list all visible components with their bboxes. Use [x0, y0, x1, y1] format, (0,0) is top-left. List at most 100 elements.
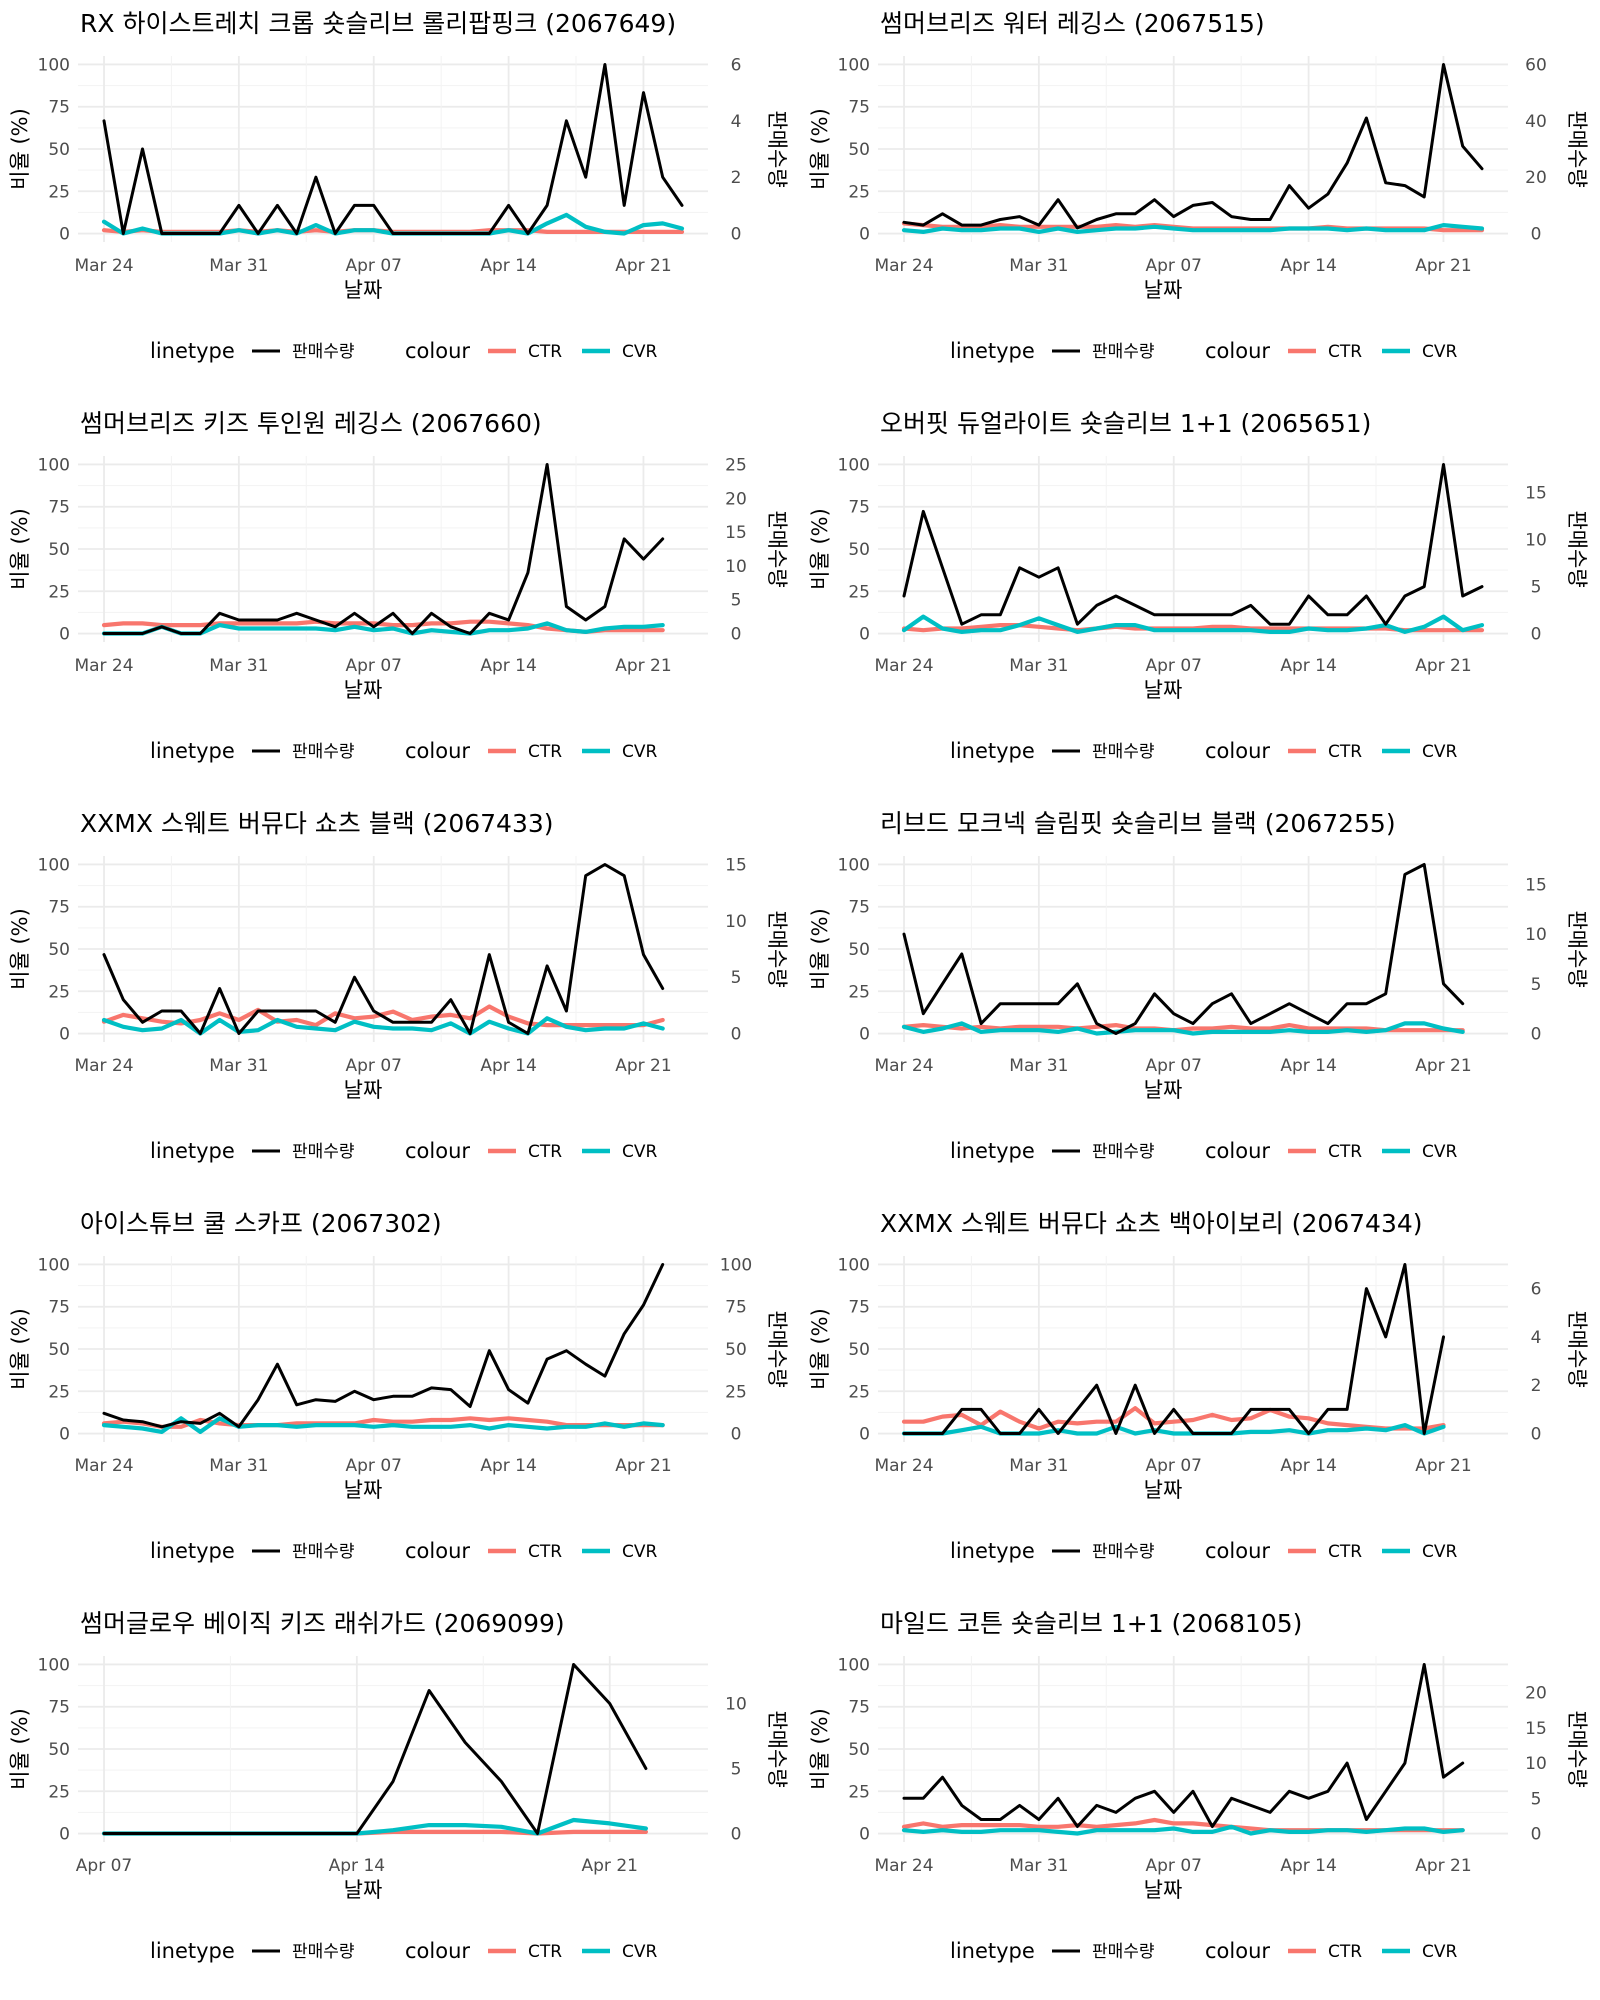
- x-tick-label: Mar 24: [874, 1856, 933, 1876]
- legend-colour-title: colour: [1205, 1539, 1270, 1563]
- y2-tick-label: 5: [1531, 578, 1542, 598]
- y2-tick-label: 20: [1525, 168, 1547, 188]
- x-tick-label: Mar 24: [74, 1056, 133, 1076]
- chart-panel: 오버핏 듀얼라이트 숏슬리브 1+1 (2065651) 0 25 50 75 100 0 5…: [800, 400, 1600, 800]
- legend-colour-title: colour: [405, 1539, 470, 1563]
- legend-linetype-title: linetype: [950, 1539, 1035, 1563]
- chart-svg: 썸머브리즈 워터 레깅스 (2067515) 0 25 50 75 100 0 20 40 60 M…: [808, 9, 1589, 363]
- x-tick-label: Apr 07: [346, 1456, 402, 1476]
- y2-tick-label: 0: [1531, 1825, 1542, 1845]
- legend: linetype 판매수량 colour CTR CVR: [150, 739, 657, 763]
- y-tick-label: 50: [48, 540, 70, 560]
- x-tick-label: Apr 14: [480, 1456, 536, 1476]
- y-tick-label: 50: [48, 140, 70, 160]
- chart-panel: RX 하이스트레치 크롭 숏슬리브 롤리팝핑크 (2067649) 0 25 50 75…: [0, 0, 800, 400]
- chart-panel: 썸머브리즈 키즈 투인원 레깅스 (2067660) 0 25 50 75 100 0 5 10…: [0, 400, 800, 800]
- chart-title: 마일드 코튼 숏슬리브 1+1 (2068105): [880, 1609, 1302, 1638]
- y2-axis-title: 판매수량: [1565, 910, 1589, 987]
- y-axis-title: 비율 (%): [808, 508, 832, 590]
- x-tick-label: Mar 31: [1009, 256, 1068, 276]
- y2-tick-label: 10: [725, 557, 747, 577]
- legend-colour-title: colour: [1205, 1139, 1270, 1163]
- legend-cvr-label: CVR: [622, 342, 657, 362]
- x-axis-title: 날짜: [1144, 278, 1183, 302]
- x-tick-label: Apr 14: [480, 656, 536, 676]
- x-tick-label: Apr 21: [615, 256, 671, 276]
- y2-tick-label: 5: [731, 591, 742, 611]
- x-tick-label: Apr 14: [1280, 1856, 1336, 1876]
- legend-colour-title: colour: [405, 739, 470, 763]
- x-axis-title: 날짜: [344, 1878, 383, 1902]
- sales-quantity-line: [902, 463, 1484, 626]
- sales-quantity-line: [102, 463, 665, 635]
- y2-tick-label: 0: [731, 625, 742, 645]
- y-tick-label: 0: [859, 1025, 870, 1045]
- x-tick-label: Mar 31: [209, 1456, 268, 1476]
- legend-ctr-label: CTR: [1328, 342, 1362, 362]
- legend-ctr-label: CTR: [1328, 1942, 1362, 1962]
- y2-tick-label: 0: [731, 1025, 742, 1045]
- legend-colour-title: colour: [1205, 339, 1270, 363]
- y-axis-title: 비율 (%): [808, 1308, 832, 1390]
- y2-axis-title: 판매수량: [765, 1310, 789, 1387]
- y-tick-label: 25: [848, 1782, 870, 1802]
- y-tick-label: 100: [838, 1255, 870, 1275]
- y2-tick-label: 100: [720, 1255, 752, 1275]
- x-tick-label: Apr 14: [480, 1056, 536, 1076]
- legend-cvr-label: CVR: [1422, 1542, 1457, 1562]
- y2-tick-label: 5: [731, 1760, 742, 1780]
- legend: linetype 판매수량 colour CTR CVR: [150, 1539, 657, 1563]
- y2-tick-label: 10: [1525, 531, 1547, 551]
- y2-tick-label: 20: [725, 489, 747, 509]
- y2-tick-label: 15: [1525, 1719, 1547, 1739]
- legend-cvr-label: CVR: [1422, 1942, 1457, 1962]
- y2-tick-label: 0: [1531, 1025, 1542, 1045]
- ctr-line: [901, 1023, 1465, 1033]
- x-tick-label: Mar 24: [874, 256, 933, 276]
- legend-sales-label: 판매수량: [1092, 1942, 1155, 1962]
- x-tick-label: Mar 24: [874, 1456, 933, 1476]
- y-tick-label: 100: [838, 855, 870, 875]
- y2-tick-label: 0: [1531, 625, 1542, 645]
- legend-colour-title: colour: [405, 1939, 470, 1963]
- cvr-line: [901, 1824, 1465, 1836]
- y-tick-label: 25: [48, 182, 70, 202]
- y-tick-label: 100: [838, 1655, 870, 1675]
- ctr-line: [101, 1004, 665, 1028]
- y2-axis-title: 판매수량: [1565, 1710, 1589, 1787]
- sales-quantity-line: [902, 1663, 1465, 1828]
- y-tick-label: 0: [59, 1825, 70, 1845]
- legend-linetype-title: linetype: [150, 1539, 235, 1563]
- y-tick-label: 75: [48, 98, 70, 118]
- legend-ctr-label: CTR: [528, 1542, 562, 1562]
- chart-title: 아이스튜브 쿨 스카프 (2067302): [80, 1209, 442, 1238]
- y-tick-label: 25: [48, 1382, 70, 1402]
- chart-svg: 아이스튜브 쿨 스카프 (2067302) 0 25 50 75 100 0 25 50 75 10…: [8, 1209, 789, 1563]
- y2-tick-label: 15: [1525, 484, 1547, 504]
- chart-title: 리브드 모크넥 슬림핏 숏슬리브 블랙 (2067255): [880, 809, 1396, 838]
- sales-quantity-line: [102, 1263, 665, 1429]
- sales-quantity-line: [102, 863, 665, 1035]
- legend: linetype 판매수량 colour CTR CVR: [950, 1539, 1457, 1563]
- x-tick-label: Apr 21: [1415, 1856, 1471, 1876]
- legend-sales-label: 판매수량: [292, 1942, 355, 1962]
- legend-linetype-title: linetype: [950, 1139, 1035, 1163]
- legend-cvr-label: CVR: [1422, 742, 1457, 762]
- y-tick-label: 25: [848, 182, 870, 202]
- y2-tick-label: 40: [1525, 112, 1547, 132]
- legend-ctr-label: CTR: [528, 1942, 562, 1962]
- y2-tick-label: 10: [725, 1694, 747, 1714]
- gridlines: [878, 1656, 1508, 1842]
- legend: linetype 판매수량 colour CTR CVR: [950, 1139, 1457, 1163]
- y2-tick-label: 5: [731, 968, 742, 988]
- x-axis-title: 날짜: [344, 678, 383, 702]
- x-tick-label: Apr 07: [1146, 1456, 1202, 1476]
- y-axis-title: 비율 (%): [808, 108, 832, 190]
- chart-panel: 리브드 모크넥 슬림핏 숏슬리브 블랙 (2067255) 0 25 50 75 100 0…: [800, 800, 1600, 1200]
- chart-svg: XXMX 스웨트 버뮤다 쇼츠 블랙 (2067433) 0 25 50 75 100 0 5…: [8, 809, 789, 1163]
- y2-axis-title: 판매수량: [765, 910, 789, 987]
- y-tick-label: 100: [38, 855, 70, 875]
- x-tick-label: Apr 21: [615, 1456, 671, 1476]
- chart-svg: 마일드 코튼 숏슬리브 1+1 (2068105) 0 25 50 75 100 0 5 10 1…: [808, 1609, 1589, 1963]
